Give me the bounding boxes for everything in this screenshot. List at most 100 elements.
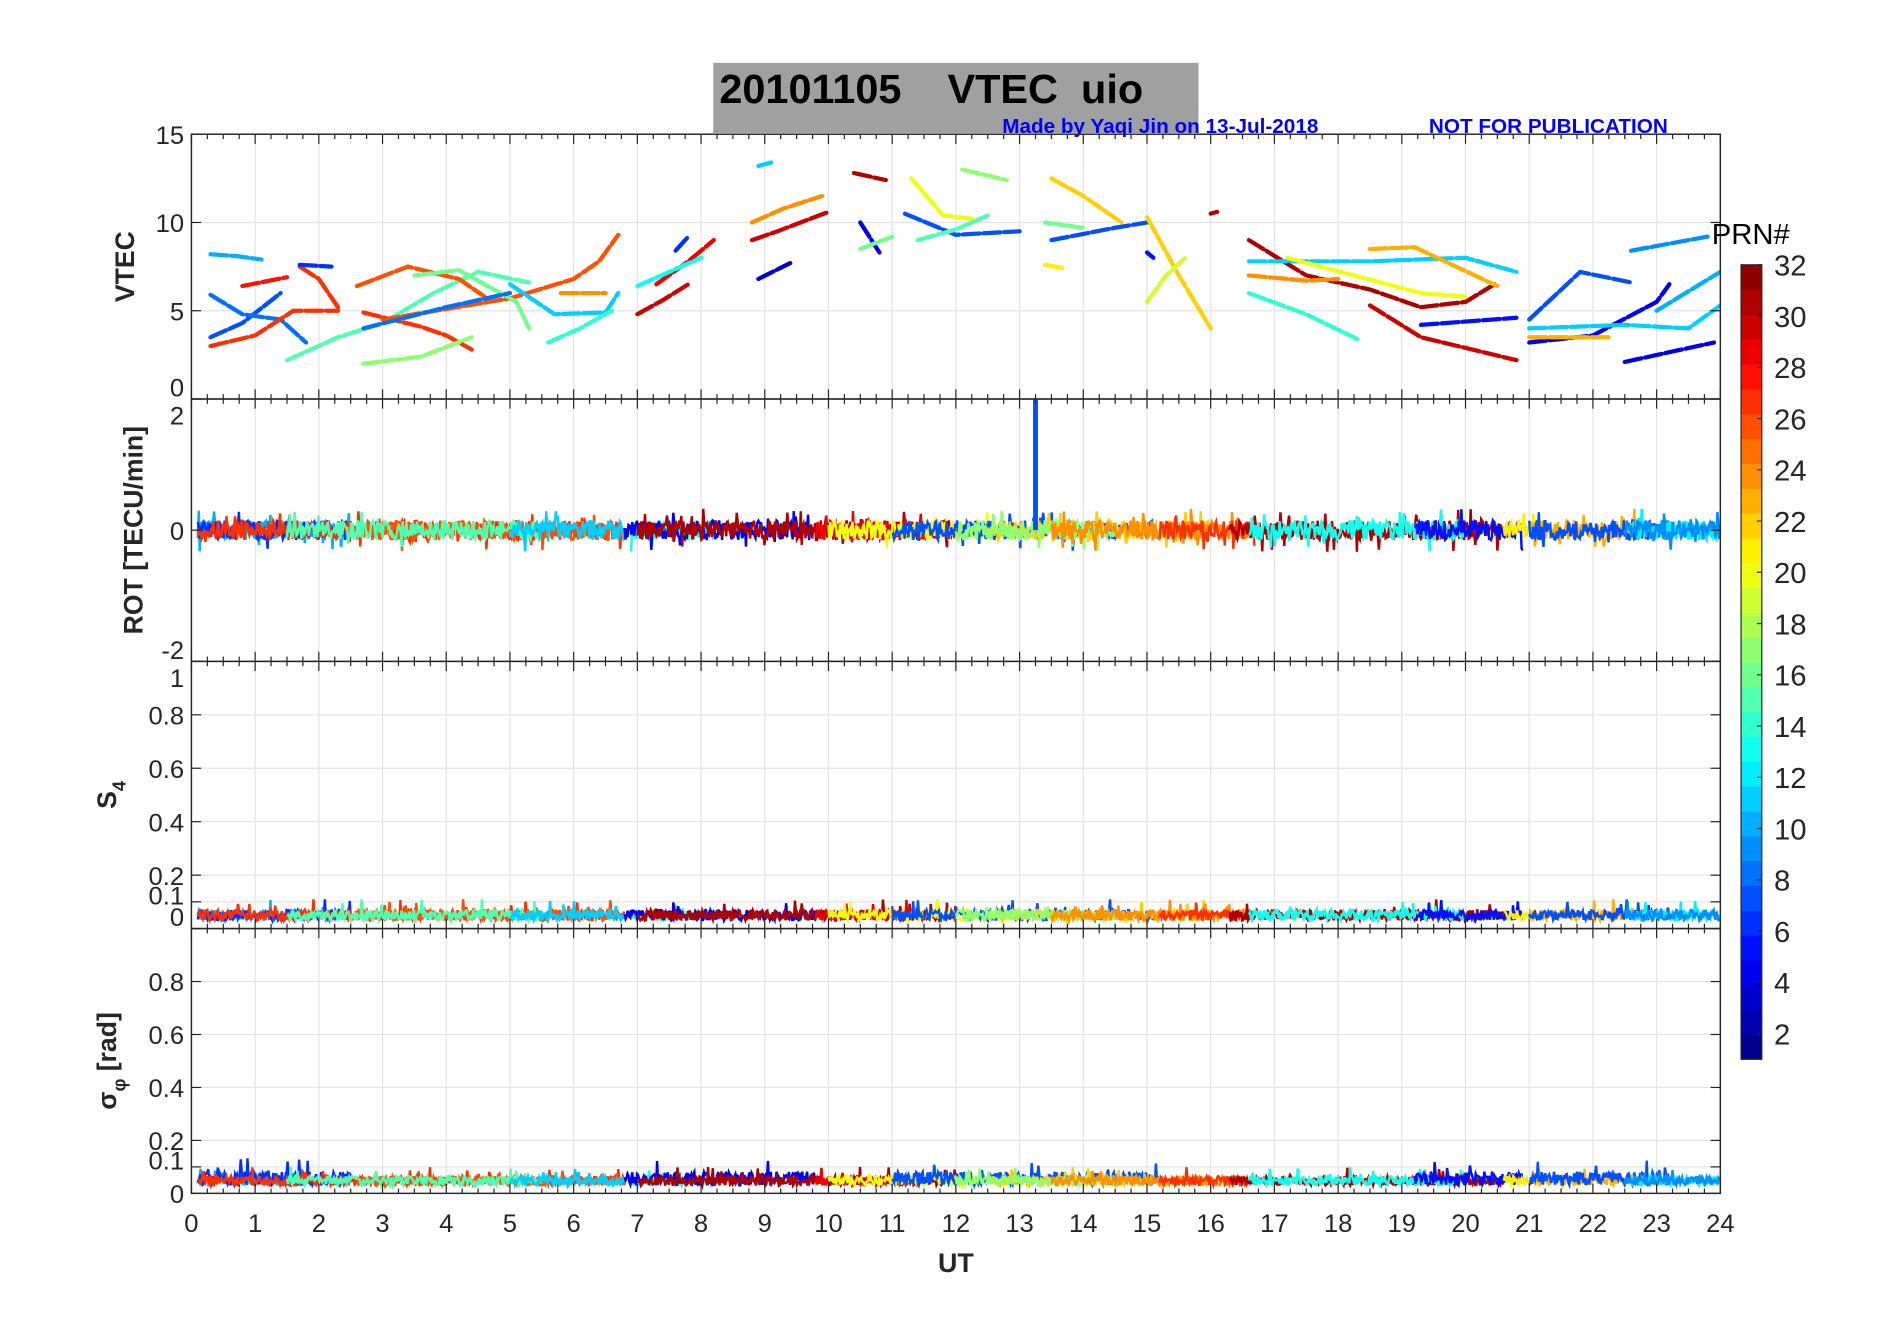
x-tick-label: 24: [1706, 1210, 1734, 1238]
x-tick-label: 5: [503, 1210, 517, 1238]
colorbar-swatch-prn-3: [1741, 984, 1762, 1011]
colorbar-swatch-prn-15: [1741, 686, 1762, 713]
vtec-arc-prn-23: [1367, 245, 1500, 289]
colorbar-swatch-prn-14: [1741, 711, 1762, 738]
vtec-arc-prn-27: [297, 264, 341, 310]
colorbar-swatch-prn-9: [1741, 835, 1762, 862]
colorbar-tick-label: 2: [1774, 1020, 1790, 1052]
vtec-arc-prn-4: [1622, 340, 1717, 365]
vtec-arc-prn-13: [635, 255, 704, 289]
x-tick-label: 2: [312, 1210, 326, 1238]
y-tick-label: 0.1: [149, 882, 185, 910]
title-box: [713, 62, 1199, 133]
panel-s4: 00.10.2 0.4 0.6 0.8 1 S4: [92, 660, 1722, 932]
vtec-arc-prn-8: [208, 292, 309, 345]
colorbar-tick-label: 32: [1774, 251, 1807, 283]
rot-series-prn-24: [1050, 508, 1250, 551]
y-tick-label: 0.4: [149, 1075, 185, 1103]
s4-series-prn-9: [1623, 901, 1721, 924]
x-tick-label: 19: [1388, 1210, 1416, 1238]
vtec-arc-prn-11: [756, 160, 774, 169]
x-tick-label: 8: [694, 1210, 708, 1238]
y-axis-label-s4: S4: [92, 780, 130, 809]
colorbar-swatch-prn-31: [1741, 289, 1762, 316]
vtec-arc-prn-30: [635, 282, 691, 317]
s4-series-prn-5: [1413, 900, 1524, 925]
vtec-arc-prn-3: [756, 260, 793, 282]
x-tick-label: 21: [1515, 1210, 1543, 1238]
vtec-arc-prn-19: [1144, 255, 1188, 305]
colorbar-swatch-prn-16: [1741, 661, 1762, 688]
y-label-subscript: 4: [110, 780, 130, 791]
vtec-arc-prn-16: [858, 234, 895, 252]
vtec-arc-prn-4: [858, 220, 882, 255]
vtec-arc-prn-7: [902, 211, 1022, 237]
series-group: [208, 160, 1721, 366]
rot-series-prn-11: [508, 511, 626, 552]
vtec-arc-prn-16: [1042, 220, 1086, 230]
sigma-series-prn-27: [196, 1167, 626, 1190]
vtec-arc-prn-8: [361, 290, 513, 331]
colorbar-tick-label: 10: [1774, 815, 1807, 847]
y-tick-label: 1: [170, 665, 184, 693]
colorbar-box: [1740, 264, 1763, 1060]
colorbar-swatch-prn-29: [1741, 339, 1762, 365]
y-tick-label: 0.8: [149, 703, 185, 731]
vtec-arc-prn-11: [1527, 303, 1721, 331]
colorbar-tick-label: 24: [1774, 456, 1807, 488]
sigma-series-prn-15: [285, 1166, 543, 1190]
colorbar-tick-label: 28: [1774, 353, 1807, 385]
x-tick-label: 20: [1451, 1210, 1479, 1238]
x-tick-label: 9: [758, 1210, 772, 1238]
rot-series-prn-5: [1413, 509, 1524, 552]
colorbar-swatch-prn-23: [1741, 488, 1762, 514]
y-label-text: σ: [92, 1092, 122, 1110]
s4-series-prn-27: [1158, 902, 1256, 923]
panel-vtec: 0 5 10 15 VTEC: [110, 122, 1722, 403]
colorbar-swatch-prn-6: [1741, 910, 1762, 936]
panel-sigma: 0 0.10.2 0.4 0.6 0.8 σφ [rad]: [92, 927, 1722, 1209]
vtec-arc-prn-20: [909, 176, 978, 222]
x-tick-label: 10: [814, 1210, 842, 1238]
panel-rot: -2 0 2 ROT [TECU/min]: [119, 398, 1722, 665]
colorbar-swatch-prn-12: [1741, 761, 1762, 787]
colorbar-swatch-prn-32: [1741, 264, 1762, 291]
credit-text: Made by Yaqi Jin on 13-Jul-2018: [1002, 115, 1318, 138]
vtec-arc-prn-16: [412, 267, 532, 331]
s4-series-prn-11: [508, 900, 625, 925]
vtec-arc-prn-27: [208, 308, 341, 349]
colorbar-tick-label: 26: [1774, 405, 1807, 437]
vtec-arc-prn-4: [1527, 282, 1672, 345]
colorbar-tick-label: 12: [1774, 763, 1807, 795]
vtec-arc-prn-6: [673, 234, 691, 253]
vtec-arc-prn-17: [361, 335, 474, 366]
colorbar-swatch-prn-25: [1741, 438, 1762, 464]
colorbar-tick-label: 4: [1774, 968, 1790, 1000]
colorbar-swatch-prn-21: [1741, 537, 1762, 564]
vtec-arc-prn-24: [749, 193, 825, 225]
colorbar-swatch-prn-4: [1741, 959, 1762, 986]
x-tick-label: 13: [1005, 1210, 1033, 1238]
vtec-arc-prn-21: [1042, 262, 1067, 271]
vtec-arc-prn-28: [240, 275, 290, 289]
colorbar-swatch-prn-11: [1741, 786, 1762, 812]
vtec-arc-prn-5: [1418, 315, 1519, 327]
series-group: [196, 1158, 1721, 1190]
series-group: [196, 899, 1721, 926]
colorbar-swatch-prn-2: [1741, 1009, 1762, 1035]
y-tick-label: 0.2: [149, 863, 185, 891]
y-tick-label: 5: [170, 299, 184, 327]
vtec-arc-prn-20: [1285, 255, 1468, 299]
y-tick-label: 0.6: [149, 756, 185, 784]
vtec-arc-prn-15: [915, 213, 990, 243]
colorbar-tick-label: 22: [1774, 507, 1807, 539]
vtec-arc-prn-7: [1527, 269, 1634, 322]
x-tick-label: 14: [1069, 1210, 1097, 1238]
vtec-arc-prn-26: [354, 264, 487, 299]
vtec-arc-prn-9: [1629, 234, 1710, 253]
vtec-arc-prn-26: [380, 232, 621, 322]
y-label-suffix: [rad]: [92, 1012, 122, 1071]
colorbar-swatch-prn-24: [1741, 463, 1762, 489]
vtec-arc-prn-7: [1049, 220, 1150, 243]
